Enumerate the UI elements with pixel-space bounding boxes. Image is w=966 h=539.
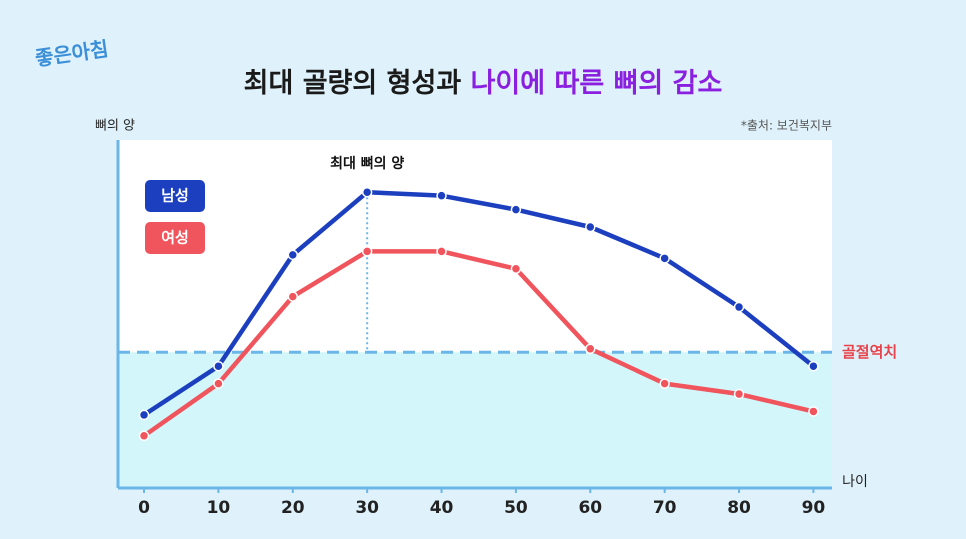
data-point — [138, 430, 150, 442]
data-point — [585, 343, 596, 355]
legend-box — [145, 180, 205, 212]
x-tick-label: 80 — [727, 498, 751, 518]
data-point — [213, 378, 224, 389]
chart-title: 최대 골량의 형성과 나이에 따른 뼈의 감소 — [244, 68, 723, 99]
threshold-label: 골절역치 — [842, 343, 897, 361]
series-line — [142, 189, 815, 417]
data-point — [659, 378, 670, 389]
x-tick-label: 40 — [430, 498, 454, 518]
source: *출처: 보건복지부 — [741, 119, 832, 133]
data-point — [733, 388, 745, 400]
data-point — [510, 263, 522, 275]
data-point — [361, 186, 373, 198]
legend-label: 여성 — [161, 229, 189, 247]
data-point — [213, 360, 224, 372]
data-point — [808, 360, 819, 372]
data-point — [659, 253, 670, 264]
x-tick-label: 50 — [504, 498, 528, 518]
legend-label: 남성 — [161, 187, 189, 205]
title-highlight: 나이에 따른 뼈의 감소 — [471, 68, 723, 99]
legend-box — [145, 222, 205, 254]
data-point — [287, 249, 299, 261]
x-tick-label: 60 — [578, 498, 602, 518]
data-point — [808, 406, 819, 417]
data-point — [287, 291, 299, 302]
data-point — [733, 301, 745, 313]
x-tick-label: 90 — [802, 498, 826, 518]
data-point — [585, 221, 596, 233]
x-tick-label: 30 — [355, 498, 379, 518]
data-point — [436, 190, 447, 201]
y-axis-label: 뼈의 양 — [95, 119, 135, 134]
x-axis-label: 나이 — [842, 474, 868, 490]
x-tick-label: 20 — [281, 498, 305, 518]
x-tick-label: 0 — [138, 498, 150, 518]
data-point — [138, 409, 150, 421]
data-point — [436, 246, 447, 257]
x-tick-label: 70 — [653, 498, 677, 518]
title-main: 최대 골량의 형성과 — [244, 68, 462, 99]
data-point — [510, 204, 522, 215]
data-point — [361, 246, 373, 257]
series-line — [142, 249, 814, 438]
below-threshold-area — [118, 352, 832, 488]
annotation: 최대 뼈의 양 — [330, 155, 404, 172]
x-tick-label: 10 — [207, 498, 231, 518]
